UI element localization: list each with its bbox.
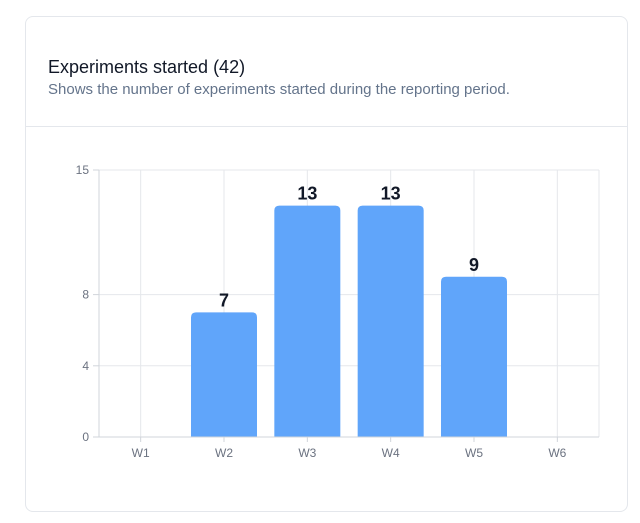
x-tick-label-w1: W1 bbox=[132, 446, 150, 460]
bar-w2[interactable] bbox=[191, 312, 257, 437]
x-tick-label-w4: W4 bbox=[382, 446, 400, 460]
data-label-w4: 13 bbox=[381, 184, 401, 204]
y-tick-label: 4 bbox=[82, 359, 89, 373]
data-label-w2: 7 bbox=[219, 290, 229, 310]
y-tick-label: 15 bbox=[76, 163, 90, 177]
grid-layer bbox=[99, 169, 600, 438]
bar-layer bbox=[191, 205, 507, 437]
bar-w4[interactable] bbox=[357, 205, 424, 437]
chart-subtitle: Shows the number of experiments started … bbox=[48, 81, 510, 98]
x-tick-label-w6: W6 bbox=[548, 446, 566, 460]
y-tick-label: 0 bbox=[82, 430, 89, 444]
x-tick-label-w2: W2 bbox=[215, 446, 233, 460]
card-header: Experiments started (42) Shows the numbe… bbox=[26, 17, 627, 127]
y-tick-label: 8 bbox=[82, 288, 89, 302]
label-layer: 7 13 13 9 bbox=[219, 184, 479, 311]
data-label-w5: 9 bbox=[469, 255, 479, 275]
data-label-w3: 13 bbox=[297, 184, 317, 204]
bar-w5[interactable] bbox=[441, 276, 507, 437]
x-tick-label-w3: W3 bbox=[298, 446, 316, 460]
bar-w3[interactable] bbox=[274, 205, 341, 437]
axis-layer: 0 4 8 15 W1 W2 W3 W4 W5 W6 bbox=[76, 163, 599, 460]
chart-title: Experiments started (42) bbox=[48, 57, 246, 77]
x-tick-label-w5: W5 bbox=[465, 446, 483, 460]
